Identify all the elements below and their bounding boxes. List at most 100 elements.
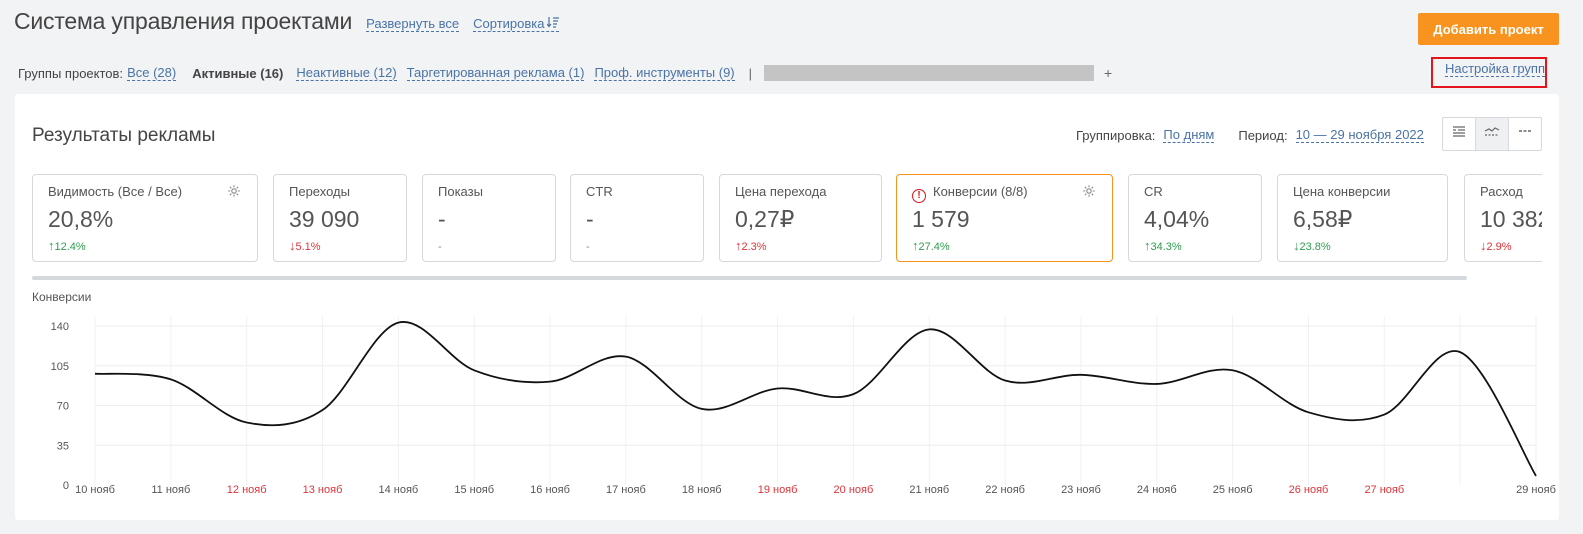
project-groups-bar: Группы проектов: Все (28) Активные (16) … xyxy=(18,64,1112,82)
period-select[interactable]: 10 — 29 ноября 2022 xyxy=(1295,127,1424,143)
metric-card-label: Видимость (Все / Все) xyxy=(48,184,182,199)
group-active[interactable]: Активные (16) xyxy=(192,65,284,81)
data-point[interactable] xyxy=(471,367,477,373)
list-view-button[interactable] xyxy=(1509,118,1541,150)
x-tick-label: 19 нояб xyxy=(758,484,798,496)
metric-card-delta: ↑34.3% xyxy=(1144,238,1182,253)
data-point[interactable] xyxy=(92,371,98,377)
group-settings-link[interactable]: Настройка групп xyxy=(1444,61,1545,77)
sort-link[interactable]: Сортировка xyxy=(473,16,559,32)
metric-card[interactable]: Цена конверсии 6,58₽ ↓23.8% xyxy=(1277,174,1448,262)
trend-arrow-icon: ↓ xyxy=(1480,238,1487,253)
data-point[interactable] xyxy=(926,326,932,332)
x-tick-label: 23 нояб xyxy=(1061,484,1101,496)
group-tools-link[interactable]: Проф. инструменты (9) xyxy=(594,64,735,81)
trend-arrow-icon: ↑ xyxy=(912,238,919,253)
metric-card-delta-value: - xyxy=(586,241,590,253)
data-point[interactable] xyxy=(320,407,326,413)
data-point[interactable] xyxy=(1533,473,1539,479)
page-header: Система управления проектами Развернуть … xyxy=(14,6,559,36)
metric-card-title: Видимость (Все / Все) xyxy=(48,184,183,199)
conversions-chart: 0 35 70 105 140 10 нояб 11 нояб 12 нояб 13 нояб 1… xyxy=(51,316,1556,496)
y-tick-label: 105 xyxy=(51,361,69,373)
metric-card-delta: ↑27.4% xyxy=(912,238,950,253)
metric-card-label: Переходы xyxy=(289,184,350,199)
group-all-link[interactable]: Все (28) xyxy=(127,64,177,81)
metric-card-delta-value: - xyxy=(438,241,442,253)
metric-card-value: 4,04% xyxy=(1144,206,1210,232)
x-tick-label: 21 нояб xyxy=(909,484,949,496)
groups-divider: | xyxy=(748,65,753,81)
table-view-button[interactable] xyxy=(1443,118,1476,150)
metric-card[interactable]: CTR - - xyxy=(570,174,704,262)
x-tick-label: 24 нояб xyxy=(1137,484,1177,496)
gear-icon[interactable] xyxy=(1082,184,1096,203)
group-targeted-link[interactable]: Таргетированная реклама (1) xyxy=(406,64,585,81)
data-point[interactable] xyxy=(775,385,781,391)
sort-lines-icon xyxy=(546,16,559,31)
data-point[interactable] xyxy=(1381,412,1387,418)
x-tick-label: 14 нояб xyxy=(378,484,418,496)
data-point[interactable] xyxy=(850,391,856,397)
chart-view-button[interactable] xyxy=(1476,118,1509,150)
metric-card-label: Показы xyxy=(438,184,483,199)
expand-all-link[interactable]: Развернуть все xyxy=(366,15,460,32)
metric-card-delta-value: 27.4% xyxy=(918,241,950,253)
metric-card[interactable]: Цена перехода 0,27₽ ↑2.3% xyxy=(719,174,882,262)
metric-card-title: Цена конверсии xyxy=(1293,184,1391,199)
metric-card[interactable]: Видимость (Все / Все) 20,8% ↑12.4% xyxy=(32,174,258,262)
x-tick-label: 13 нояб xyxy=(303,484,343,496)
period-label: Период: xyxy=(1238,128,1288,143)
groups-label: Группы проектов: xyxy=(18,65,124,81)
ad-results-panel: Результаты рекламы Группировка: По дням … xyxy=(15,94,1559,520)
data-point[interactable] xyxy=(1457,349,1463,355)
x-tick-label: 22 нояб xyxy=(985,484,1025,496)
metric-cards: Видимость (Все / Все) 20,8% ↑12.4% Переходы… xyxy=(32,174,1542,264)
metric-card[interactable]: CR 4,04% ↑34.3% xyxy=(1128,174,1262,262)
data-point[interactable] xyxy=(1154,381,1160,387)
metric-card-value: 20,8% xyxy=(48,206,114,232)
metric-card[interactable]: Показы - - xyxy=(422,174,556,262)
metric-card-value: 1 579 xyxy=(912,206,970,232)
data-point[interactable] xyxy=(1078,372,1084,378)
sort-label: Сортировка xyxy=(473,16,545,31)
x-tick-label: 12 нояб xyxy=(227,484,267,496)
data-point[interactable] xyxy=(1002,378,1008,384)
metric-card-delta-value: 34.3% xyxy=(1150,241,1182,253)
metric-card[interactable]: Переходы 39 090 ↓5.1% xyxy=(273,174,407,262)
chart-title: Конверсии xyxy=(32,290,92,304)
data-point[interactable] xyxy=(1230,367,1236,373)
metric-card-title: Переходы xyxy=(289,184,350,199)
x-tick-label: 29 нояб xyxy=(1516,484,1556,496)
data-point[interactable] xyxy=(699,406,705,412)
cards-scrollbar[interactable] xyxy=(32,276,1467,280)
x-tick-label: 20 нояб xyxy=(834,484,874,496)
data-point[interactable] xyxy=(623,354,629,360)
metric-card-delta-value: 2.9% xyxy=(1486,241,1512,253)
metric-card-label: ! Конверсии (8/8) xyxy=(912,184,1028,203)
metric-card-label: Расход xyxy=(1480,184,1523,199)
x-tick-label: 27 нояб xyxy=(1364,484,1404,496)
add-group-button[interactable]: + xyxy=(1104,65,1113,81)
metric-card-delta: - xyxy=(438,238,442,253)
data-point[interactable] xyxy=(1305,409,1311,415)
data-point[interactable] xyxy=(168,376,174,382)
grouping-select[interactable]: По дням xyxy=(1163,127,1215,143)
group-inactive-link[interactable]: Неактивные (12) xyxy=(296,64,397,81)
metric-card-value: - xyxy=(438,206,446,232)
series-line xyxy=(94,321,1537,477)
data-point[interactable] xyxy=(244,420,250,426)
add-project-button[interactable]: Добавить проект xyxy=(1418,13,1559,45)
data-point[interactable] xyxy=(547,379,553,385)
data-point[interactable] xyxy=(395,320,401,326)
metric-card-label: Цена конверсии xyxy=(1293,184,1390,199)
metric-card-delta-value: 2.3% xyxy=(741,241,767,253)
metric-card-delta-value: 5.1% xyxy=(295,241,321,253)
metric-card-value: - xyxy=(586,206,594,232)
metric-card[interactable]: ! Конверсии (8/8) 1 579 ↑27.4% xyxy=(896,174,1113,262)
view-switch xyxy=(1442,117,1542,151)
y-tick-label: 70 xyxy=(57,401,69,413)
gear-icon[interactable] xyxy=(227,184,241,203)
x-tick-label: 16 нояб xyxy=(530,484,570,496)
metric-card[interactable]: Расход 10 382 ↓2.9% xyxy=(1464,174,1542,262)
